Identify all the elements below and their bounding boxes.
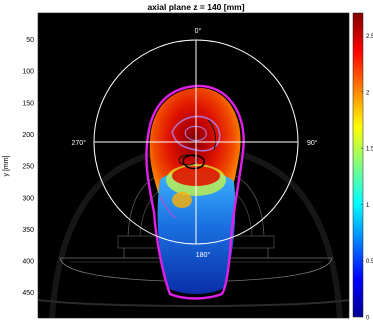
isodose-inner (171, 115, 221, 152)
y-tick-label: 350 (22, 227, 34, 234)
angle-label-270: 270° (72, 139, 87, 147)
y-axis: 50 100 150 200 250 300 350 400 450 (22, 37, 41, 297)
angle-label-0: 0° (195, 27, 202, 35)
image-plot-area: 0° 90° 180° 270° (38, 13, 349, 318)
colorbar (352, 12, 364, 318)
colorbar-tick-label: 1.5 (366, 147, 373, 153)
colorbar-tick-label: 2.5 (366, 34, 373, 40)
colorbar-tick-label: 2 (366, 90, 370, 96)
y-tick-label: 200 (22, 132, 34, 139)
y-tick-label: 250 (22, 164, 34, 171)
colorbar-tick-label: 0.5 (366, 259, 373, 265)
angle-overlay (93, 39, 299, 245)
colorbar-tick-label: 0 (366, 316, 370, 322)
colorbar-ticks: 0 0.5 1 1.5 2 2.5 (361, 34, 373, 322)
dark-contour-2 (207, 119, 217, 151)
chart-title: axial plane z = 140 [mm] (147, 2, 244, 12)
y-tick-label: 400 (22, 259, 34, 266)
dose-map (149, 87, 241, 294)
isodose-minor (159, 195, 177, 219)
mid-dose-spot (172, 192, 192, 208)
dark-contour-1 (178, 154, 198, 166)
isodose-core (184, 125, 207, 142)
isodose-outer (145, 84, 245, 300)
y-tick-label: 100 (22, 69, 34, 76)
y-axis-label: y [mm] (3, 155, 10, 176)
axes-frame (37, 12, 350, 319)
angle-label-90: 90° (307, 139, 318, 147)
colorbar-tick-label: 1 (366, 203, 370, 209)
y-tick-label: 150 (22, 100, 34, 107)
isodose-contours (145, 84, 245, 300)
y-tick-label: 450 (22, 290, 34, 297)
y-tick-label: 300 (22, 195, 34, 202)
angle-label-180: 180° (196, 251, 211, 259)
y-tick-label: 50 (26, 37, 34, 44)
